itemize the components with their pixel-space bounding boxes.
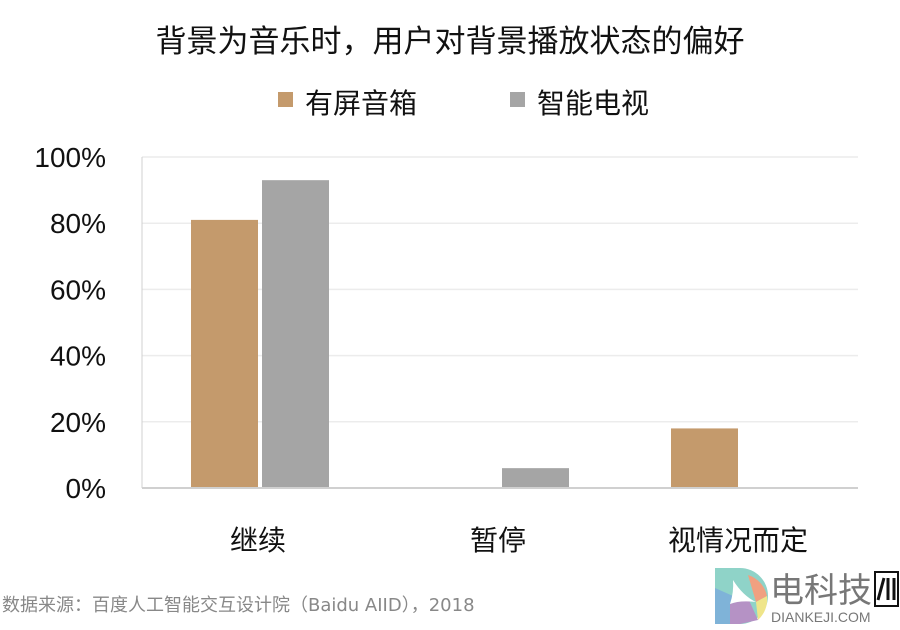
bar-有屏音箱-继续 [191,219,258,488]
bars [191,180,738,489]
x-category-label: 视情况而定 [668,524,808,557]
y-axis-ticks: 0% 20% 40% 60% 80% 100% [34,142,106,504]
logo-text: 电科技 [770,571,872,611]
aiid-mark-icon [874,571,899,607]
diankeji-logo: 电科技 DIANKEJI.COM [715,568,899,625]
y-tick-label: 100% [34,142,106,173]
source-note: 数据来源：百度人工智能交互设计院（Baidu AIID），2018 [2,595,475,616]
x-category-label: 暂停 [470,524,526,557]
bar-有屏音箱-视情况而定 [671,428,738,488]
logo-mark-icon [715,568,768,624]
y-tick-label: 40% [50,341,106,372]
bar-智能电视-暂停 [502,468,569,488]
bar-智能电视-继续 [262,180,329,489]
x-axis-categories: 继续 暂停 视情况而定 [230,524,808,557]
legend-swatch [278,92,293,107]
y-tick-label: 60% [50,274,106,305]
logo-sub: DIANKEJI.COM [771,609,871,625]
legend-swatch [510,92,525,107]
y-tick-label: 20% [50,407,106,438]
x-category-label: 继续 [230,524,286,557]
chart-title: 背景为音乐时，用户对背景播放状态的偏好 [156,24,745,60]
y-tick-label: 0% [66,473,106,504]
y-tick-label: 80% [50,208,106,239]
legend-label: 有屏音箱 [305,87,417,120]
gridlines [142,156,858,423]
legend-label: 智能电视 [537,87,649,120]
legend: 有屏音箱 智能电视 [278,87,649,120]
